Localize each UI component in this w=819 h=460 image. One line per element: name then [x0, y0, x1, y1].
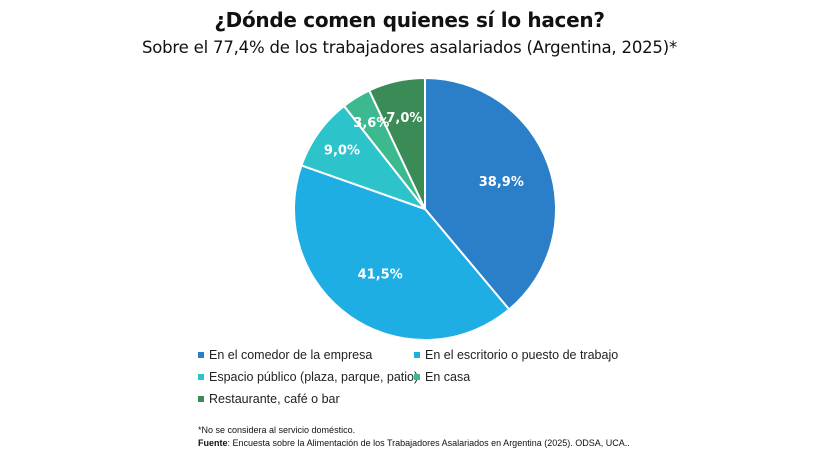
- data-label: 9,0%: [324, 143, 360, 158]
- pie-slice: [367, 76, 426, 210]
- legend-label: En casa: [425, 370, 471, 384]
- legend-item: Restaurante, café o bar: [198, 392, 340, 406]
- data-label: 7,0%: [386, 111, 422, 126]
- legend-label: Restaurante, café o bar: [209, 392, 340, 406]
- data-label: 38,9%: [479, 175, 524, 190]
- chart-subtitle: Sobre el 77,4% de los trabajadores asala…: [141, 38, 677, 57]
- data-label: 3,6%: [353, 116, 389, 131]
- legend-swatch: [198, 396, 204, 402]
- legend-item: Espacio público (plaza, parque, patio): [198, 370, 418, 384]
- pie-slice: [424, 76, 557, 311]
- legend-swatch: [414, 352, 420, 358]
- source-text: : Encuesta sobre la Alimentación de los …: [227, 438, 630, 448]
- notes: *No se considera al servicio doméstico. …: [198, 424, 630, 450]
- legend-item: En el comedor de la empresa: [198, 348, 372, 362]
- source: Fuente: Encuesta sobre la Alimentación d…: [198, 437, 630, 450]
- legend-swatch: [414, 374, 420, 380]
- source-label: Fuente: [198, 438, 228, 448]
- footnote: *No se considera al servicio doméstico.: [198, 425, 356, 435]
- chart-title: ¿Dónde comen quienes sí lo hacen?: [214, 8, 605, 32]
- legend-label: En el comedor de la empresa: [209, 348, 373, 362]
- legend-swatch: [198, 352, 204, 358]
- legend-item: En casa: [414, 370, 470, 384]
- legend-item: En el escritorio o puesto de trabajo: [414, 348, 618, 362]
- legend-swatch: [198, 374, 204, 380]
- data-label: 41,5%: [358, 268, 403, 283]
- legend-label: Espacio público (plaza, parque, patio): [209, 370, 419, 384]
- pie-slice: [293, 164, 511, 341]
- legend-label: En el escritorio o puesto de trabajo: [425, 348, 619, 362]
